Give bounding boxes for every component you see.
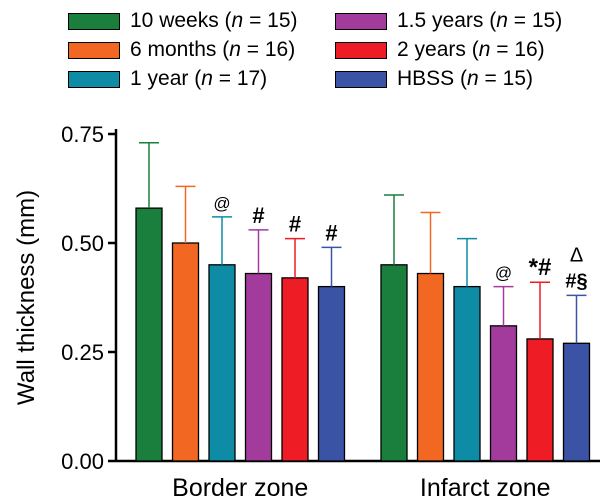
y-axis-label: Wall thickness (mm) bbox=[13, 190, 40, 405]
y-tick-label: 0.00 bbox=[61, 449, 104, 474]
legend-swatch bbox=[68, 12, 120, 30]
bar bbox=[453, 285, 481, 462]
legend-swatch bbox=[335, 41, 387, 59]
legend-item: 1.5 years (n = 15) bbox=[335, 8, 562, 34]
legend: 10 weeks (n = 15) 6 months (n = 16) 1 year… bbox=[0, 0, 605, 110]
legend-item: 1 year (n = 17) bbox=[68, 66, 267, 92]
legend-item: 6 months (n = 16) bbox=[68, 37, 295, 63]
legend-label: 2 years (n = 16) bbox=[397, 38, 545, 61]
bar bbox=[208, 264, 236, 462]
y-tick-label: 0.50 bbox=[61, 231, 104, 256]
bar bbox=[380, 264, 408, 462]
bar bbox=[562, 342, 591, 462]
bar bbox=[135, 207, 163, 462]
legend-label: 1 year (n = 17) bbox=[130, 67, 268, 90]
legend-item: 10 weeks (n = 15) bbox=[68, 8, 298, 34]
x-category-label: Border zone bbox=[172, 474, 308, 500]
legend-swatch bbox=[68, 70, 120, 88]
significance-mark: @ bbox=[495, 264, 512, 283]
bar bbox=[244, 272, 273, 462]
legend-swatch bbox=[68, 41, 120, 59]
legend-label: 1.5 years (n = 15) bbox=[397, 9, 563, 32]
legend-item: HBSS (n = 15) bbox=[335, 66, 533, 92]
significance-mark: Δ #§ bbox=[565, 244, 587, 292]
bar bbox=[281, 277, 309, 462]
y-tick-label: 0.25 bbox=[61, 340, 104, 365]
bar bbox=[171, 242, 200, 462]
bar bbox=[317, 285, 346, 462]
legend-label: HBSS (n = 15) bbox=[397, 67, 533, 90]
significance-mark: # bbox=[289, 212, 301, 237]
y-tick-label: 0.75 bbox=[61, 122, 104, 147]
significance-mark: # bbox=[325, 220, 337, 245]
bar bbox=[526, 338, 554, 462]
significance-mark: @ bbox=[213, 194, 230, 213]
significance-mark: # bbox=[252, 203, 264, 228]
legend-item: 2 years (n = 16) bbox=[335, 37, 545, 63]
legend-swatch bbox=[335, 70, 387, 88]
legend-swatch bbox=[335, 12, 387, 30]
x-category-label: Infarct zone bbox=[420, 474, 551, 500]
legend-label: 6 months (n = 16) bbox=[130, 38, 296, 61]
legend-label: 10 weeks (n = 15) bbox=[130, 9, 298, 32]
bar bbox=[416, 272, 445, 462]
significance-mark: *# bbox=[529, 254, 552, 281]
bar bbox=[489, 325, 518, 462]
